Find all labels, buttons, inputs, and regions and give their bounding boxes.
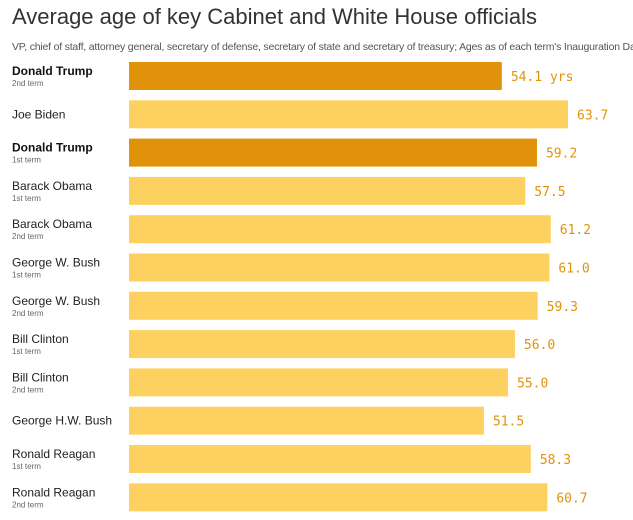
category-label: Bill Clinton xyxy=(12,370,69,384)
term-label: 2nd term xyxy=(12,79,44,88)
term-label: 2nd term xyxy=(12,500,44,509)
term-label: 1st term xyxy=(12,194,41,203)
category-label: George H.W. Bush xyxy=(12,414,112,428)
bar xyxy=(129,368,509,397)
value-label: 51.5 xyxy=(493,415,524,430)
bar xyxy=(129,62,502,90)
term-label: 1st term xyxy=(12,271,41,280)
category-label: Barack Obama xyxy=(12,179,92,193)
value-label: 61.2 xyxy=(560,223,591,238)
bar-row: Joe Biden 63.7 xyxy=(12,100,608,129)
category-label: Donald Trump xyxy=(12,64,93,78)
value-label: 59.2 xyxy=(546,147,577,162)
bar xyxy=(129,138,537,167)
value-label: 54.1 yrs xyxy=(511,70,574,85)
bar xyxy=(129,406,484,435)
category-label: Ronald Reagan xyxy=(12,485,95,499)
value-label: 55.0 xyxy=(517,376,548,391)
category-label: Ronald Reagan xyxy=(12,447,95,461)
bar xyxy=(129,483,548,512)
category-label: Bill Clinton xyxy=(12,332,69,346)
term-label: 2nd term xyxy=(12,385,44,394)
category-label: Barack Obama xyxy=(12,217,92,231)
bar xyxy=(129,330,515,359)
bar xyxy=(129,176,526,205)
term-label: 1st term xyxy=(12,347,41,356)
bar xyxy=(129,445,531,473)
bar xyxy=(129,100,568,129)
bar xyxy=(129,291,538,320)
chart-title: Average age of key Cabinet and White Hou… xyxy=(12,4,538,29)
bar xyxy=(129,215,551,244)
term-label: 1st term xyxy=(12,156,41,165)
value-label: 59.3 xyxy=(547,300,578,315)
category-label: Joe Biden xyxy=(12,107,65,121)
term-label: 2nd term xyxy=(12,309,44,318)
term-label: 1st term xyxy=(12,462,41,471)
bar xyxy=(129,253,550,282)
value-label: 57.5 xyxy=(534,185,565,200)
category-label: George W. Bush xyxy=(12,294,100,308)
term-label: 2nd term xyxy=(12,232,44,241)
category-label: George W. Bush xyxy=(12,256,100,270)
value-label: 63.7 xyxy=(577,108,608,123)
category-label: Donald Trump xyxy=(12,141,93,155)
value-label: 61.0 xyxy=(558,262,589,277)
value-label: 56.0 xyxy=(524,338,555,353)
value-label: 58.3 xyxy=(540,453,571,468)
chart-subtitle: VP, chief of staff, attorney general, se… xyxy=(12,41,633,53)
bar-row: George H.W. Bush 51.5 xyxy=(12,406,524,435)
value-label: 60.7 xyxy=(556,491,587,506)
